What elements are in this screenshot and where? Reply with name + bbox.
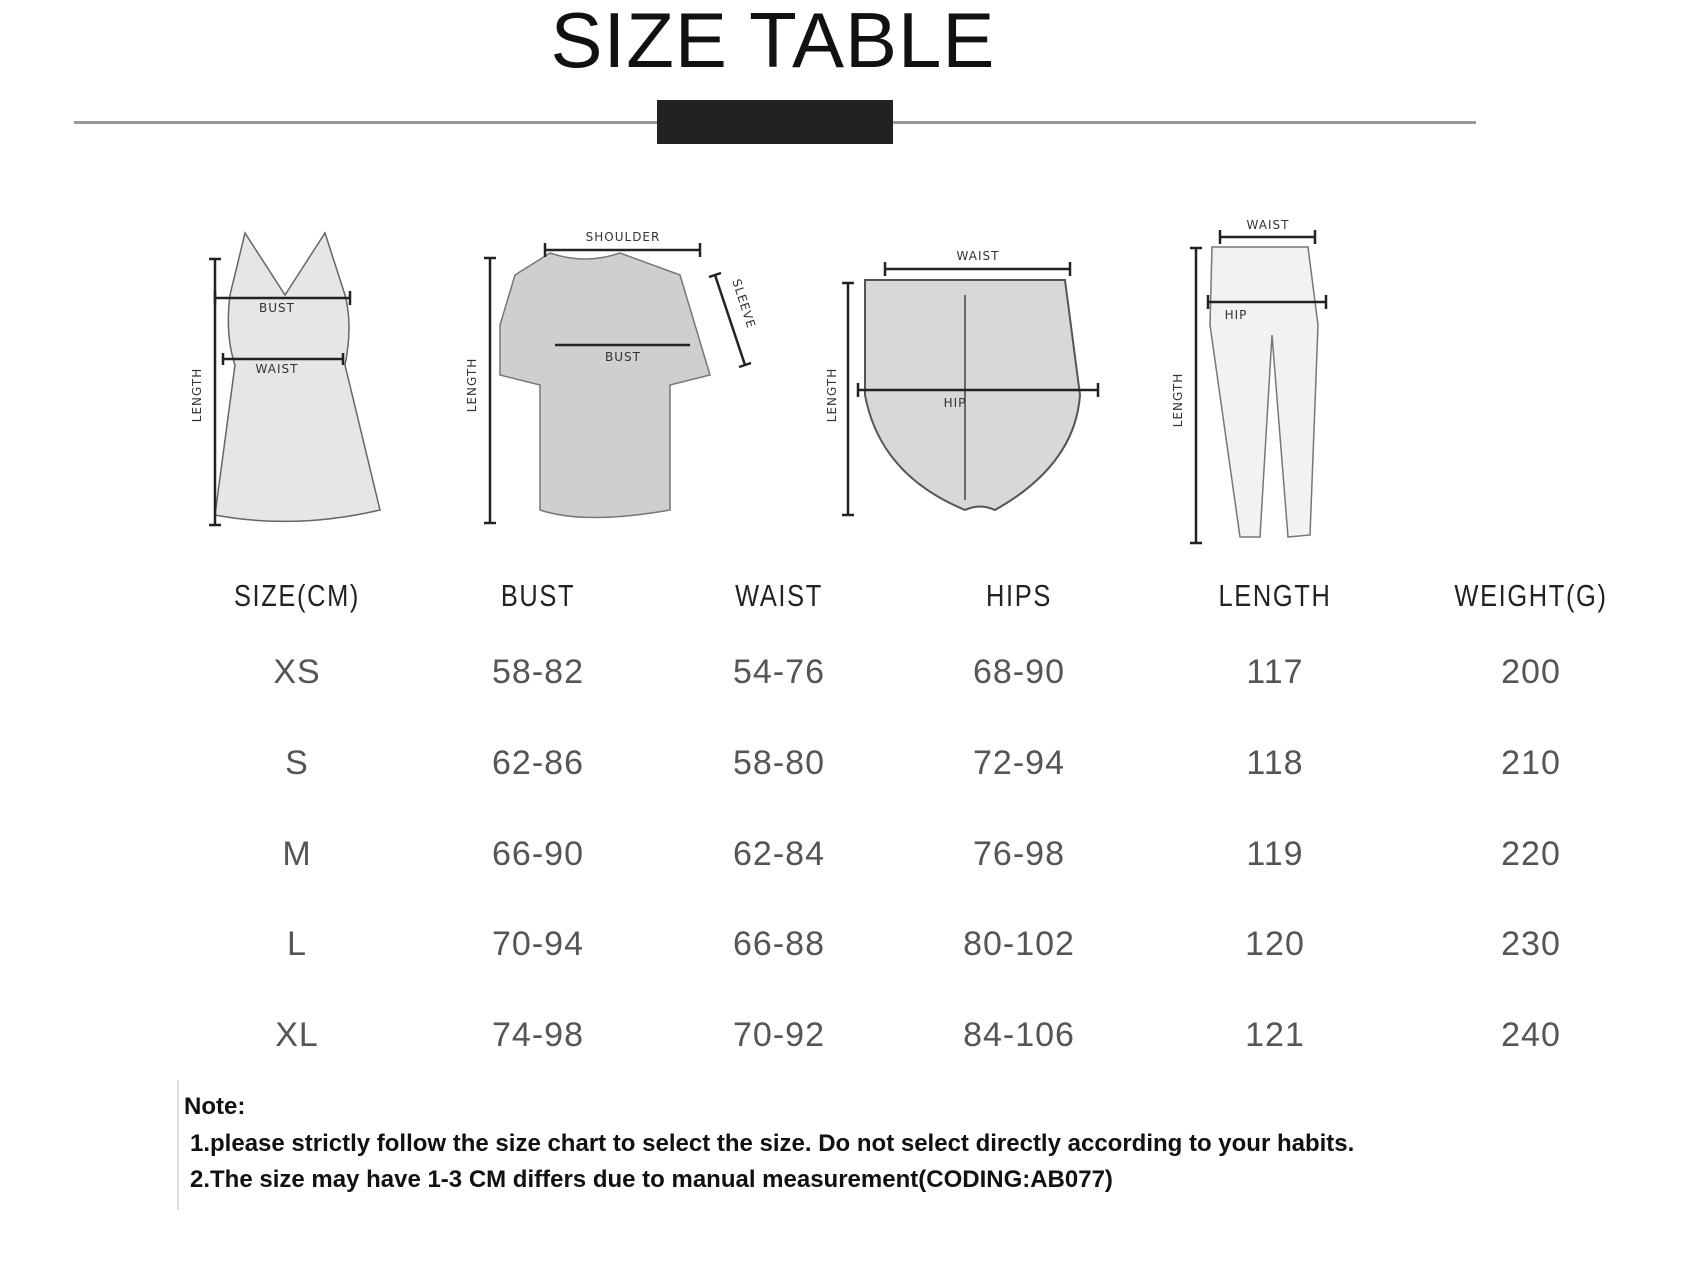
cell-waist: 54-76 [733, 653, 825, 691]
cell-hips: 84-106 [963, 1016, 1075, 1054]
cell-weight: 220 [1501, 835, 1561, 873]
label-waist: WAIST [957, 249, 1000, 263]
cell-weight: 210 [1501, 744, 1561, 782]
label-waist: WAIST [256, 362, 299, 376]
cell-bust: 58-82 [492, 653, 584, 691]
cell-waist: 58-80 [733, 744, 825, 782]
note-line-2: 2.The size may have 1-3 CM differs due t… [190, 1166, 1113, 1193]
header-size: SIZE(CM) [233, 578, 361, 613]
cell-size: XS [273, 653, 321, 691]
label-waist: WAIST [1247, 218, 1290, 232]
cell-waist: 66-88 [733, 925, 825, 963]
note-divider [177, 1080, 179, 1210]
label-length: LENGTH [190, 368, 204, 422]
note-heading: Note: [184, 1093, 246, 1120]
shorts-diagram: WAIST HIP LENGTH [825, 249, 1100, 517]
cell-waist: 70-92 [733, 1016, 825, 1054]
cell-length: 117 [1246, 653, 1304, 691]
header-length: LENGTH [1218, 578, 1332, 613]
label-length: LENGTH [1171, 373, 1185, 427]
cell-waist: 62-84 [733, 835, 825, 873]
cell-hips: 72-94 [973, 744, 1065, 782]
cell-bust: 74-98 [492, 1016, 584, 1054]
header-bust: BUST [500, 578, 576, 613]
header-hips: HIPS [986, 578, 1052, 613]
label-hip: HIP [1225, 308, 1248, 322]
dress-diagram: BUST WAIST LENGTH [190, 231, 381, 527]
cell-bust: 66-90 [492, 835, 584, 873]
label-hip: HIP [944, 396, 967, 410]
cell-bust: 62-86 [492, 744, 584, 782]
cell-length: 118 [1246, 744, 1304, 782]
cell-hips: 76-98 [973, 835, 1065, 873]
cell-length: 121 [1245, 1016, 1305, 1054]
note-line-1: 1.please strictly follow the size chart … [190, 1130, 1355, 1157]
cell-weight: 230 [1501, 925, 1561, 963]
decorative-bar [657, 100, 893, 144]
header-weight: WEIGHT(G) [1454, 578, 1608, 613]
label-length: LENGTH [465, 358, 479, 412]
cell-size: XL [275, 1016, 319, 1054]
cell-size: S [285, 744, 309, 782]
label-sleeve: SLEEVE [729, 277, 758, 330]
cell-hips: 80-102 [963, 925, 1075, 963]
cell-length: 119 [1246, 835, 1304, 873]
cell-weight: 200 [1501, 653, 1561, 691]
cell-size: M [282, 835, 312, 873]
label-length: LENGTH [825, 368, 839, 422]
pants-diagram: WAIST HIP LENGTH [1171, 218, 1328, 545]
header-waist: WAIST [735, 578, 823, 613]
label-bust: BUST [605, 350, 641, 364]
tshirt-diagram: SHOULDER SLEEVE BUST LENGTH [465, 230, 758, 525]
cell-length: 120 [1245, 925, 1305, 963]
page-title: SIZE TABLE [550, 0, 996, 84]
cell-size: L [287, 925, 307, 963]
cell-hips: 68-90 [973, 653, 1065, 691]
label-shoulder: SHOULDER [586, 230, 661, 244]
cell-bust: 70-94 [492, 925, 584, 963]
label-bust: BUST [259, 301, 295, 315]
cell-weight: 240 [1501, 1016, 1561, 1054]
